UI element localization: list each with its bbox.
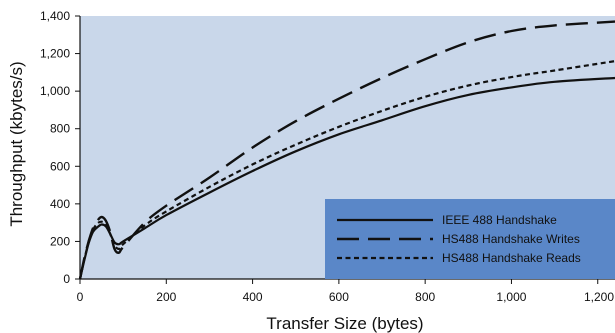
x-tick-label: 800	[415, 290, 435, 304]
x-tick-label: 200	[156, 290, 176, 304]
legend-label-3: HS488 Handshake Reads	[442, 251, 581, 265]
x-axis-title: Transfer Size (bytes)	[266, 314, 423, 333]
y-tick-label: 1,200	[40, 47, 70, 61]
y-tick-label: 0	[63, 272, 70, 286]
y-tick-label: 1,400	[40, 9, 70, 23]
series-line-3	[78, 60, 615, 280]
series-layer	[78, 20, 615, 280]
y-tick-label: 1,000	[40, 84, 70, 98]
y-tick-label: 200	[50, 234, 70, 248]
axes: 0 200 400 600 800 1,000 1,200 1,400 0 200 400 600 80…	[40, 9, 615, 304]
y-tick-label: 800	[50, 122, 70, 136]
x-tick-label: 600	[329, 290, 349, 304]
y-tick-label: 400	[50, 197, 70, 211]
y-tick-label: 600	[50, 159, 70, 173]
legend-label-2: HS488 Handshake Writes	[442, 232, 580, 246]
series-line-1	[78, 76, 615, 280]
x-tick-label: 400	[243, 290, 263, 304]
x-tick-label: 1,000	[496, 290, 526, 304]
legend-label-1: IEEE 488 Handshake	[442, 213, 557, 227]
x-tick-label: 1,200	[584, 290, 614, 304]
y-axis-title: Throughput (kbytes/s)	[7, 61, 26, 226]
legend: IEEE 488 Handshake HS488 Handshake Writes…	[325, 199, 615, 279]
x-tick-label: 0	[77, 290, 84, 304]
